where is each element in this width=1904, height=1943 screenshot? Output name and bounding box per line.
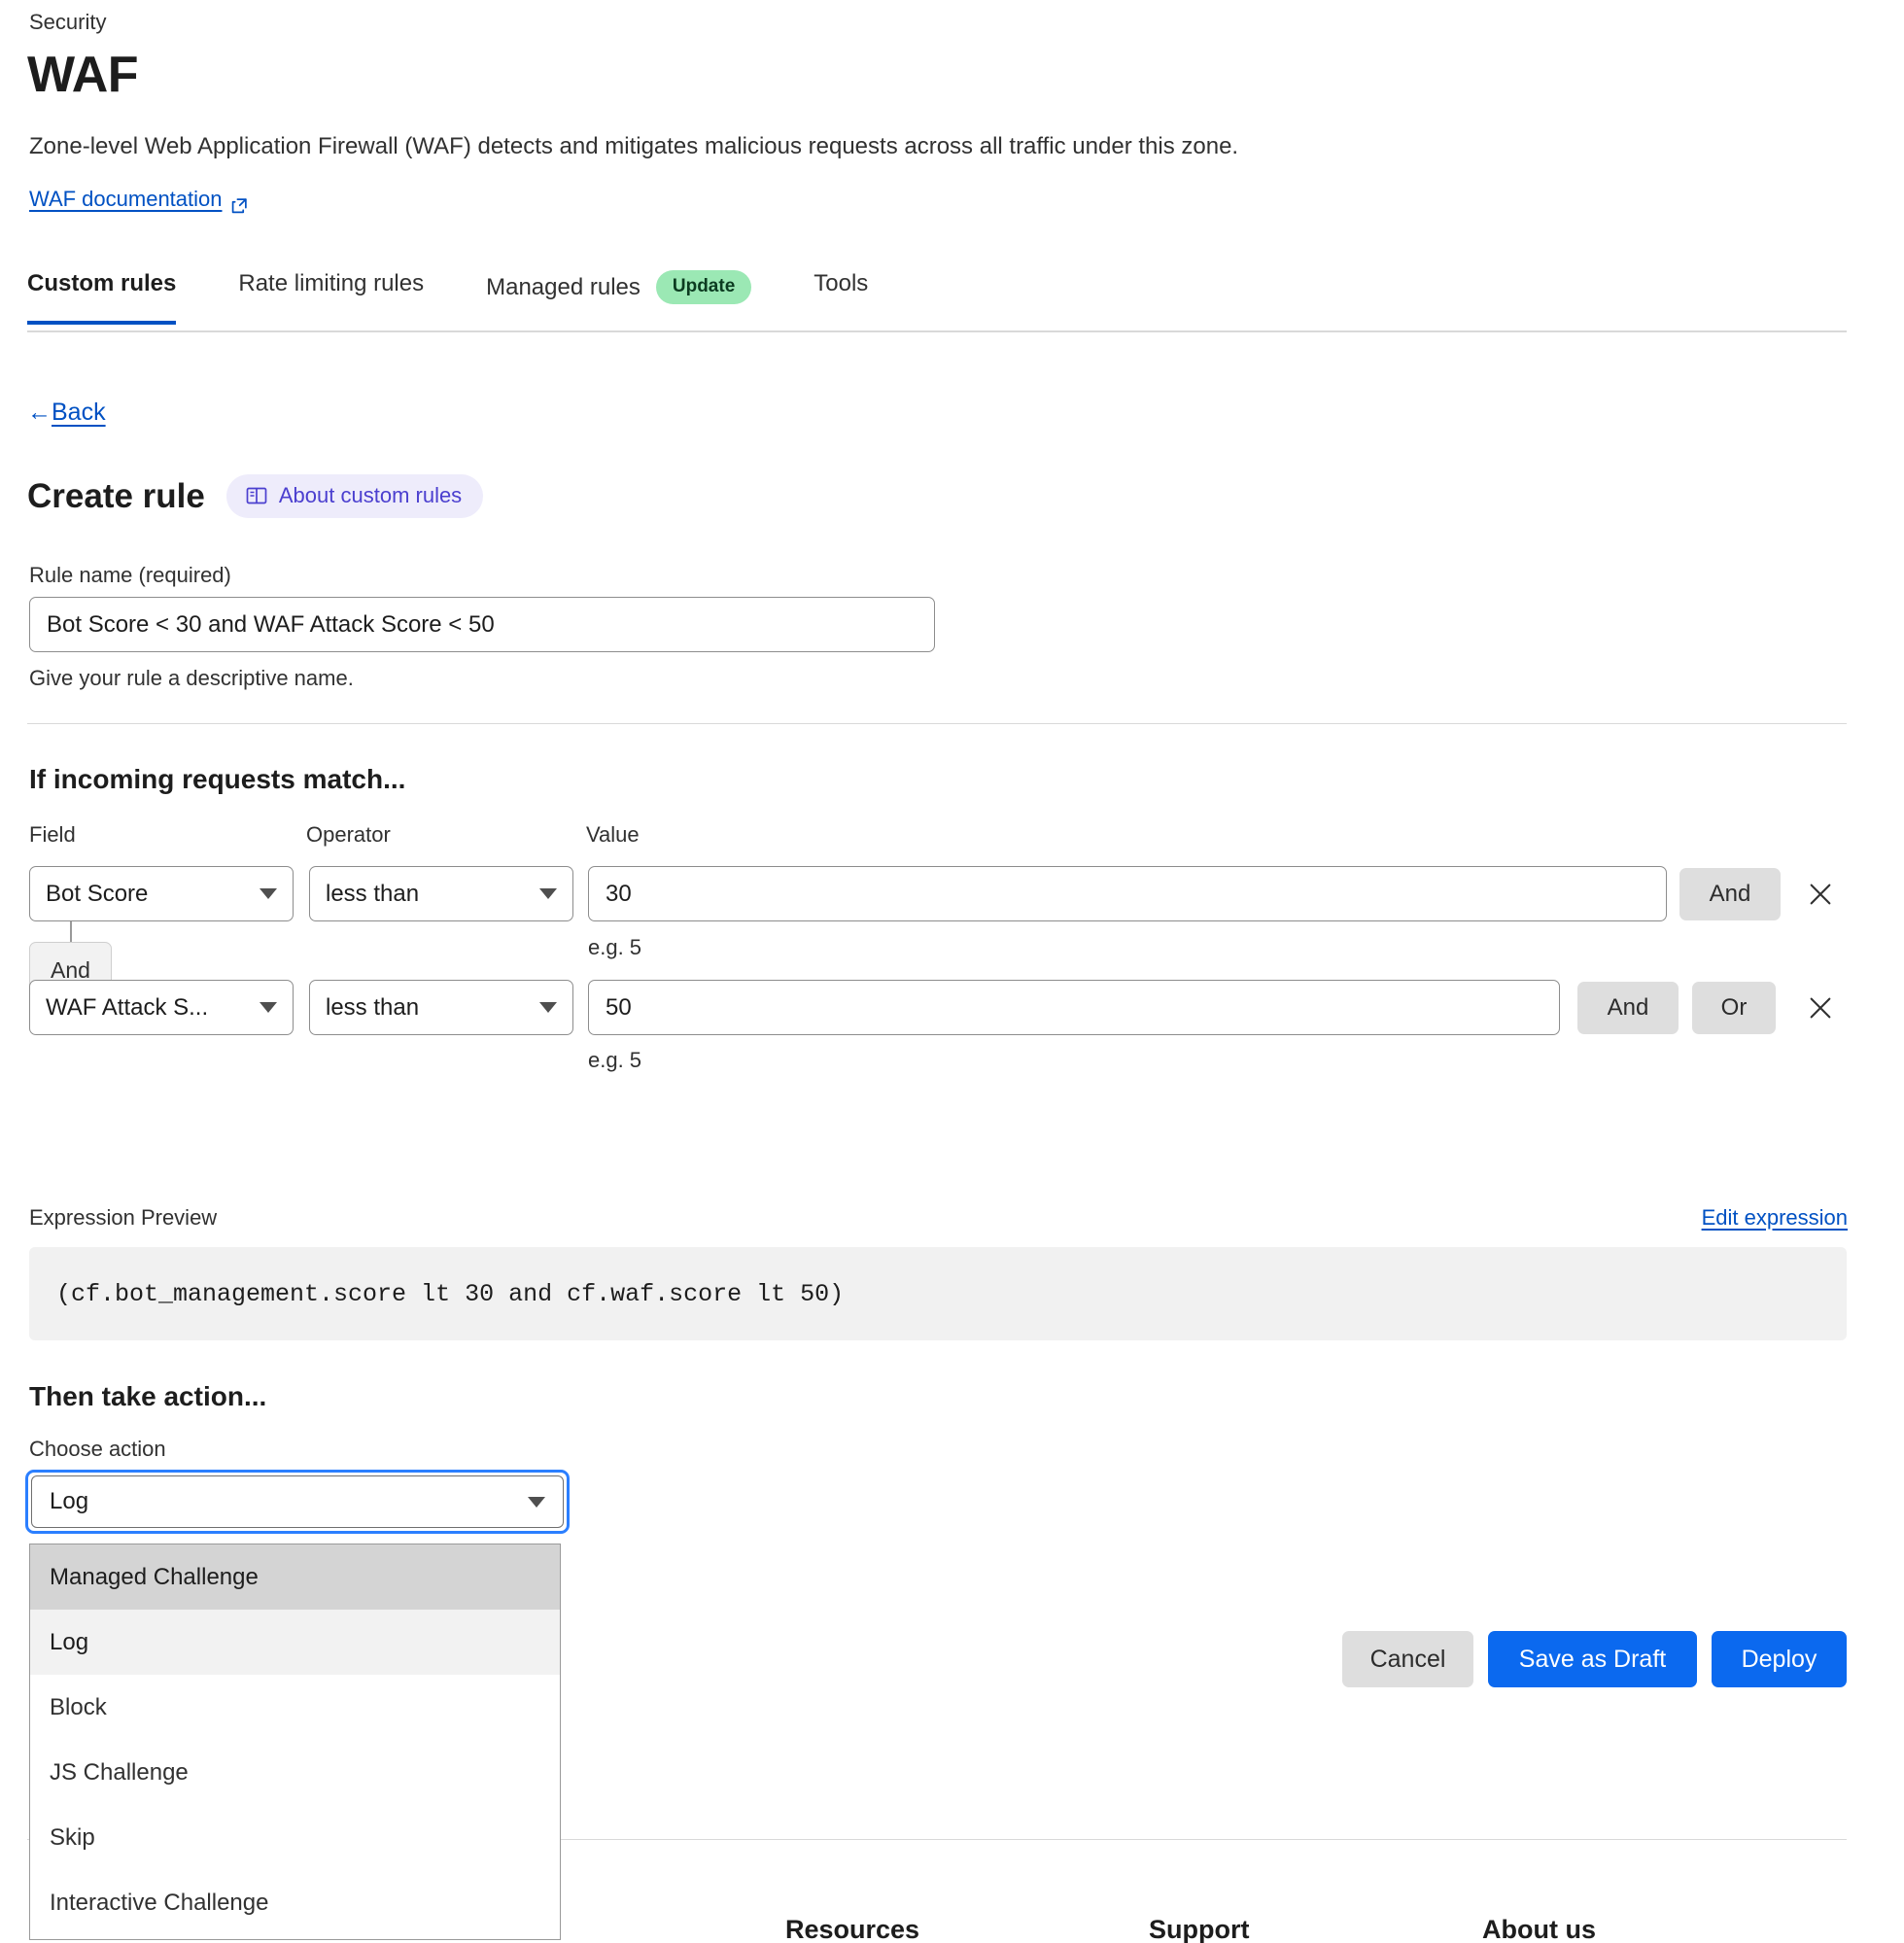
cancel-button[interactable]: Cancel bbox=[1342, 1631, 1473, 1687]
dropdown-option-log[interactable]: Log bbox=[30, 1610, 560, 1675]
choose-action-select-wrapper: Log bbox=[25, 1470, 570, 1534]
back-label: Back bbox=[52, 399, 106, 426]
condition-field-value-2: WAF Attack S... bbox=[46, 993, 209, 1021]
tab-managed-rules[interactable]: Managed rules Update bbox=[486, 264, 752, 330]
tab-managed-rules-label: Managed rules bbox=[486, 273, 640, 300]
edit-expression-link[interactable]: Edit expression bbox=[1701, 1205, 1848, 1230]
about-custom-rules-button[interactable]: About custom rules bbox=[225, 474, 484, 518]
close-icon bbox=[1810, 884, 1831, 905]
column-header-value: Value bbox=[586, 822, 640, 847]
condition-operator-value-1: less than bbox=[326, 880, 420, 907]
expression-preview-label: Expression Preview bbox=[29, 1205, 218, 1230]
external-link-icon bbox=[231, 192, 248, 213]
chevron-down-icon bbox=[260, 1002, 277, 1013]
back-link[interactable]: ← Back bbox=[27, 399, 106, 427]
tab-tools-label: Tools bbox=[814, 270, 869, 296]
tab-rate-limiting-rules[interactable]: Rate limiting rules bbox=[238, 264, 424, 323]
footer-column-heading-resources: Resources bbox=[785, 1915, 920, 1943]
save-as-draft-button[interactable]: Save as Draft bbox=[1488, 1631, 1697, 1687]
condition-and-button-2[interactable]: And bbox=[1577, 982, 1679, 1034]
choose-action-label: Choose action bbox=[29, 1437, 166, 1461]
condition-operator-select-1[interactable]: less than bbox=[309, 866, 573, 921]
dropdown-option-managed-challenge[interactable]: Managed Challenge bbox=[30, 1544, 560, 1610]
tab-custom-rules[interactable]: Custom rules bbox=[27, 264, 177, 325]
match-section-heading: If incoming requests match... bbox=[29, 764, 406, 794]
breadcrumb: Security bbox=[29, 10, 107, 34]
chevron-down-icon bbox=[260, 888, 277, 899]
condition-remove-button-1[interactable] bbox=[1801, 875, 1840, 914]
condition-and-button-1[interactable]: And bbox=[1679, 868, 1781, 920]
chevron-down-icon bbox=[539, 888, 557, 899]
condition-value-help-2: e.g. 5 bbox=[588, 1048, 642, 1072]
book-icon bbox=[246, 486, 267, 505]
divider bbox=[27, 723, 1847, 724]
connector-line-top bbox=[70, 921, 72, 943]
tab-rate-limiting-rules-label: Rate limiting rules bbox=[238, 270, 425, 296]
condition-field-select-2[interactable]: WAF Attack S... bbox=[29, 980, 294, 1035]
condition-value-input-2[interactable]: 50 bbox=[588, 980, 1560, 1035]
condition-value-text-1: 30 bbox=[606, 880, 632, 907]
rule-name-help-text: Give your rule a descriptive name. bbox=[29, 666, 354, 690]
condition-field-value-1: Bot Score bbox=[46, 880, 149, 907]
choose-action-dropdown: Managed Challenge Log Block JS Challenge… bbox=[29, 1544, 561, 1940]
column-header-operator: Operator bbox=[306, 822, 391, 847]
dropdown-option-interactive-challenge[interactable]: Interactive Challenge bbox=[50, 1889, 269, 1916]
page-description: Zone-level Web Application Firewall (WAF… bbox=[29, 133, 1239, 159]
column-header-field: Field bbox=[29, 822, 76, 847]
arrow-left-icon: ← bbox=[27, 399, 52, 426]
choose-action-select[interactable]: Log bbox=[31, 1475, 564, 1528]
tab-custom-rules-label: Custom rules bbox=[27, 270, 177, 296]
condition-remove-button-2[interactable] bbox=[1801, 989, 1840, 1027]
rule-name-label: Rule name (required) bbox=[29, 563, 231, 587]
waf-tabs: Custom rules Rate limiting rules Managed… bbox=[27, 264, 1847, 332]
footer-column-heading-support: Support bbox=[1149, 1915, 1250, 1943]
condition-value-help-1: e.g. 5 bbox=[588, 935, 642, 959]
waf-documentation-label: WAF documentation bbox=[29, 187, 223, 211]
action-section-heading: Then take action... bbox=[29, 1381, 267, 1411]
create-rule-header: Create rule About custom rules bbox=[27, 474, 484, 518]
expression-preview-box: (cf.bot_management.score lt 30 and cf.wa… bbox=[29, 1247, 1847, 1340]
condition-or-button-2[interactable]: Or bbox=[1692, 982, 1776, 1034]
condition-operator-value-2: less than bbox=[326, 993, 420, 1021]
condition-value-text-2: 50 bbox=[606, 993, 632, 1021]
waf-documentation-link[interactable]: WAF documentation bbox=[29, 185, 248, 214]
chevron-down-icon bbox=[539, 1002, 557, 1013]
dropdown-option-block[interactable]: Block bbox=[50, 1693, 107, 1720]
footer-divider bbox=[27, 1839, 1847, 1840]
deploy-button[interactable]: Deploy bbox=[1712, 1631, 1847, 1687]
chevron-down-icon bbox=[528, 1496, 545, 1508]
tab-tools[interactable]: Tools bbox=[814, 264, 868, 323]
condition-field-select-1[interactable]: Bot Score bbox=[29, 866, 294, 921]
condition-operator-select-2[interactable]: less than bbox=[309, 980, 573, 1035]
dropdown-option-skip[interactable]: Skip bbox=[50, 1823, 95, 1851]
choose-action-selected-value: Log bbox=[50, 1488, 89, 1514]
page-title: WAF bbox=[27, 47, 139, 103]
condition-value-input-1[interactable]: 30 bbox=[588, 866, 1667, 921]
close-icon bbox=[1810, 997, 1831, 1019]
create-rule-title: Create rule bbox=[27, 476, 205, 515]
dropdown-option-js-challenge[interactable]: JS Challenge bbox=[50, 1758, 189, 1786]
rule-name-input[interactable] bbox=[29, 597, 935, 652]
footer-column-heading-about-us: About us bbox=[1482, 1915, 1596, 1943]
about-custom-rules-label: About custom rules bbox=[278, 483, 463, 507]
managed-rules-update-badge: Update bbox=[655, 270, 752, 304]
